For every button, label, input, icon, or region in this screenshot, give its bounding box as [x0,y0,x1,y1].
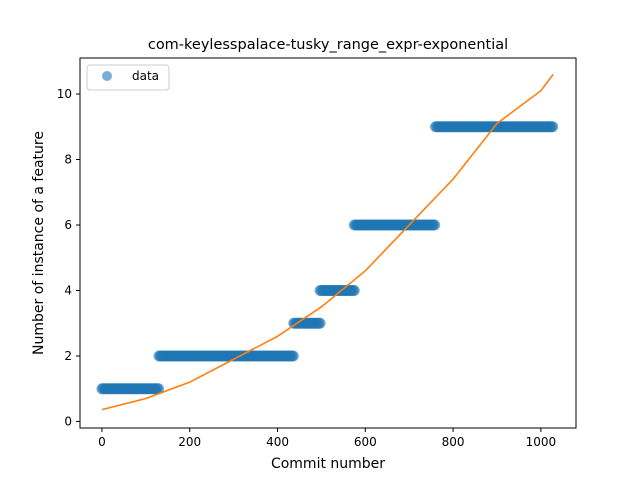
x-tick-label: 0 [98,435,106,449]
y-tick-label: 2 [64,349,72,363]
axes-frame [79,57,577,429]
chart-title: com-keylesspalace-tusky_range_expr-expon… [148,37,508,53]
x-axis-label: Commit number [271,456,385,472]
y-tick-label: 10 [57,87,72,101]
x-tick-label: 400 [266,435,289,449]
legend-label-data: data [132,69,159,83]
x-tick-label: 800 [442,435,465,449]
data-point [348,284,360,296]
y-tick-label: 8 [64,153,72,167]
x-tick-label: 600 [354,435,377,449]
fit-line [101,73,554,411]
data-point [429,219,441,231]
legend-marker [102,71,112,81]
y-tick-label: 0 [64,414,72,428]
data-point [314,317,326,329]
x-tick-label: 200 [178,435,201,449]
y-tick-label: 6 [64,218,72,232]
x-tick-label: 1000 [526,435,557,449]
y-tick-label: 4 [64,283,72,297]
legend: data [86,64,170,91]
data-point [153,383,165,395]
plot-area [96,73,559,411]
data-point [287,350,299,362]
y-axis: 0 2 4 6 8 10 [57,87,80,428]
data-point [547,121,559,133]
x-axis: 0 200 400 600 800 1000 [98,428,556,449]
y-axis-label: Number of instance of a feature [31,131,47,355]
